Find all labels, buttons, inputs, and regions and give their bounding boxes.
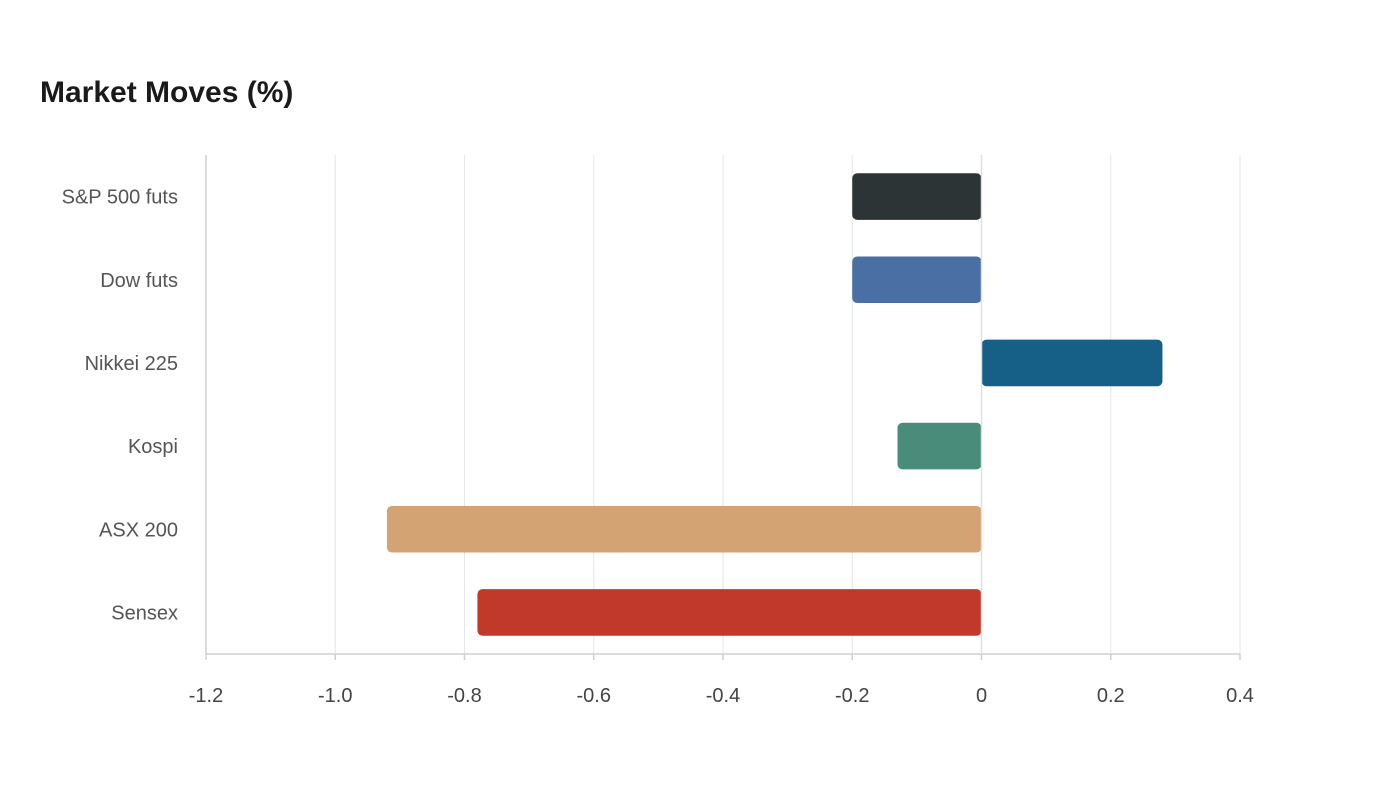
- x-tick-label: -0.2: [835, 685, 869, 707]
- x-tick-label: 0.4: [1226, 685, 1254, 707]
- y-category-label: Sensex: [111, 602, 178, 624]
- y-category-label: Kospi: [128, 436, 178, 458]
- x-tick-label: -1.2: [189, 685, 223, 707]
- x-tick-label: -0.4: [706, 685, 740, 707]
- bar[interactable]: [981, 339, 1163, 387]
- label-layer: -1.2 -1.0 -0.8 -0.6 -0.4 -0.2 0 0.2 0.4 S&P 500 f…: [62, 187, 1254, 707]
- y-category-label: Nikkei 225: [85, 353, 178, 375]
- y-category-label: S&P 500 futs: [62, 187, 178, 209]
- bar[interactable]: [852, 173, 982, 220]
- x-tick-label: 0: [976, 685, 987, 707]
- x-tick-label: -1.0: [318, 685, 352, 707]
- y-category-label: Dow futs: [100, 270, 178, 292]
- bar[interactable]: [386, 505, 982, 553]
- bar[interactable]: [477, 589, 982, 636]
- chart-title: Market Moves (%): [40, 76, 294, 109]
- bar-layer: [386, 173, 1163, 636]
- axis-layer: [205, 155, 1241, 660]
- x-tick-label: 0.2: [1097, 685, 1125, 707]
- bar[interactable]: [897, 422, 982, 470]
- bar[interactable]: [852, 256, 982, 304]
- grid-layer: [334, 155, 1241, 654]
- x-tick-label: -0.8: [447, 685, 481, 707]
- y-category-label: ASX 200: [99, 519, 178, 541]
- x-tick-label: -0.6: [577, 685, 611, 707]
